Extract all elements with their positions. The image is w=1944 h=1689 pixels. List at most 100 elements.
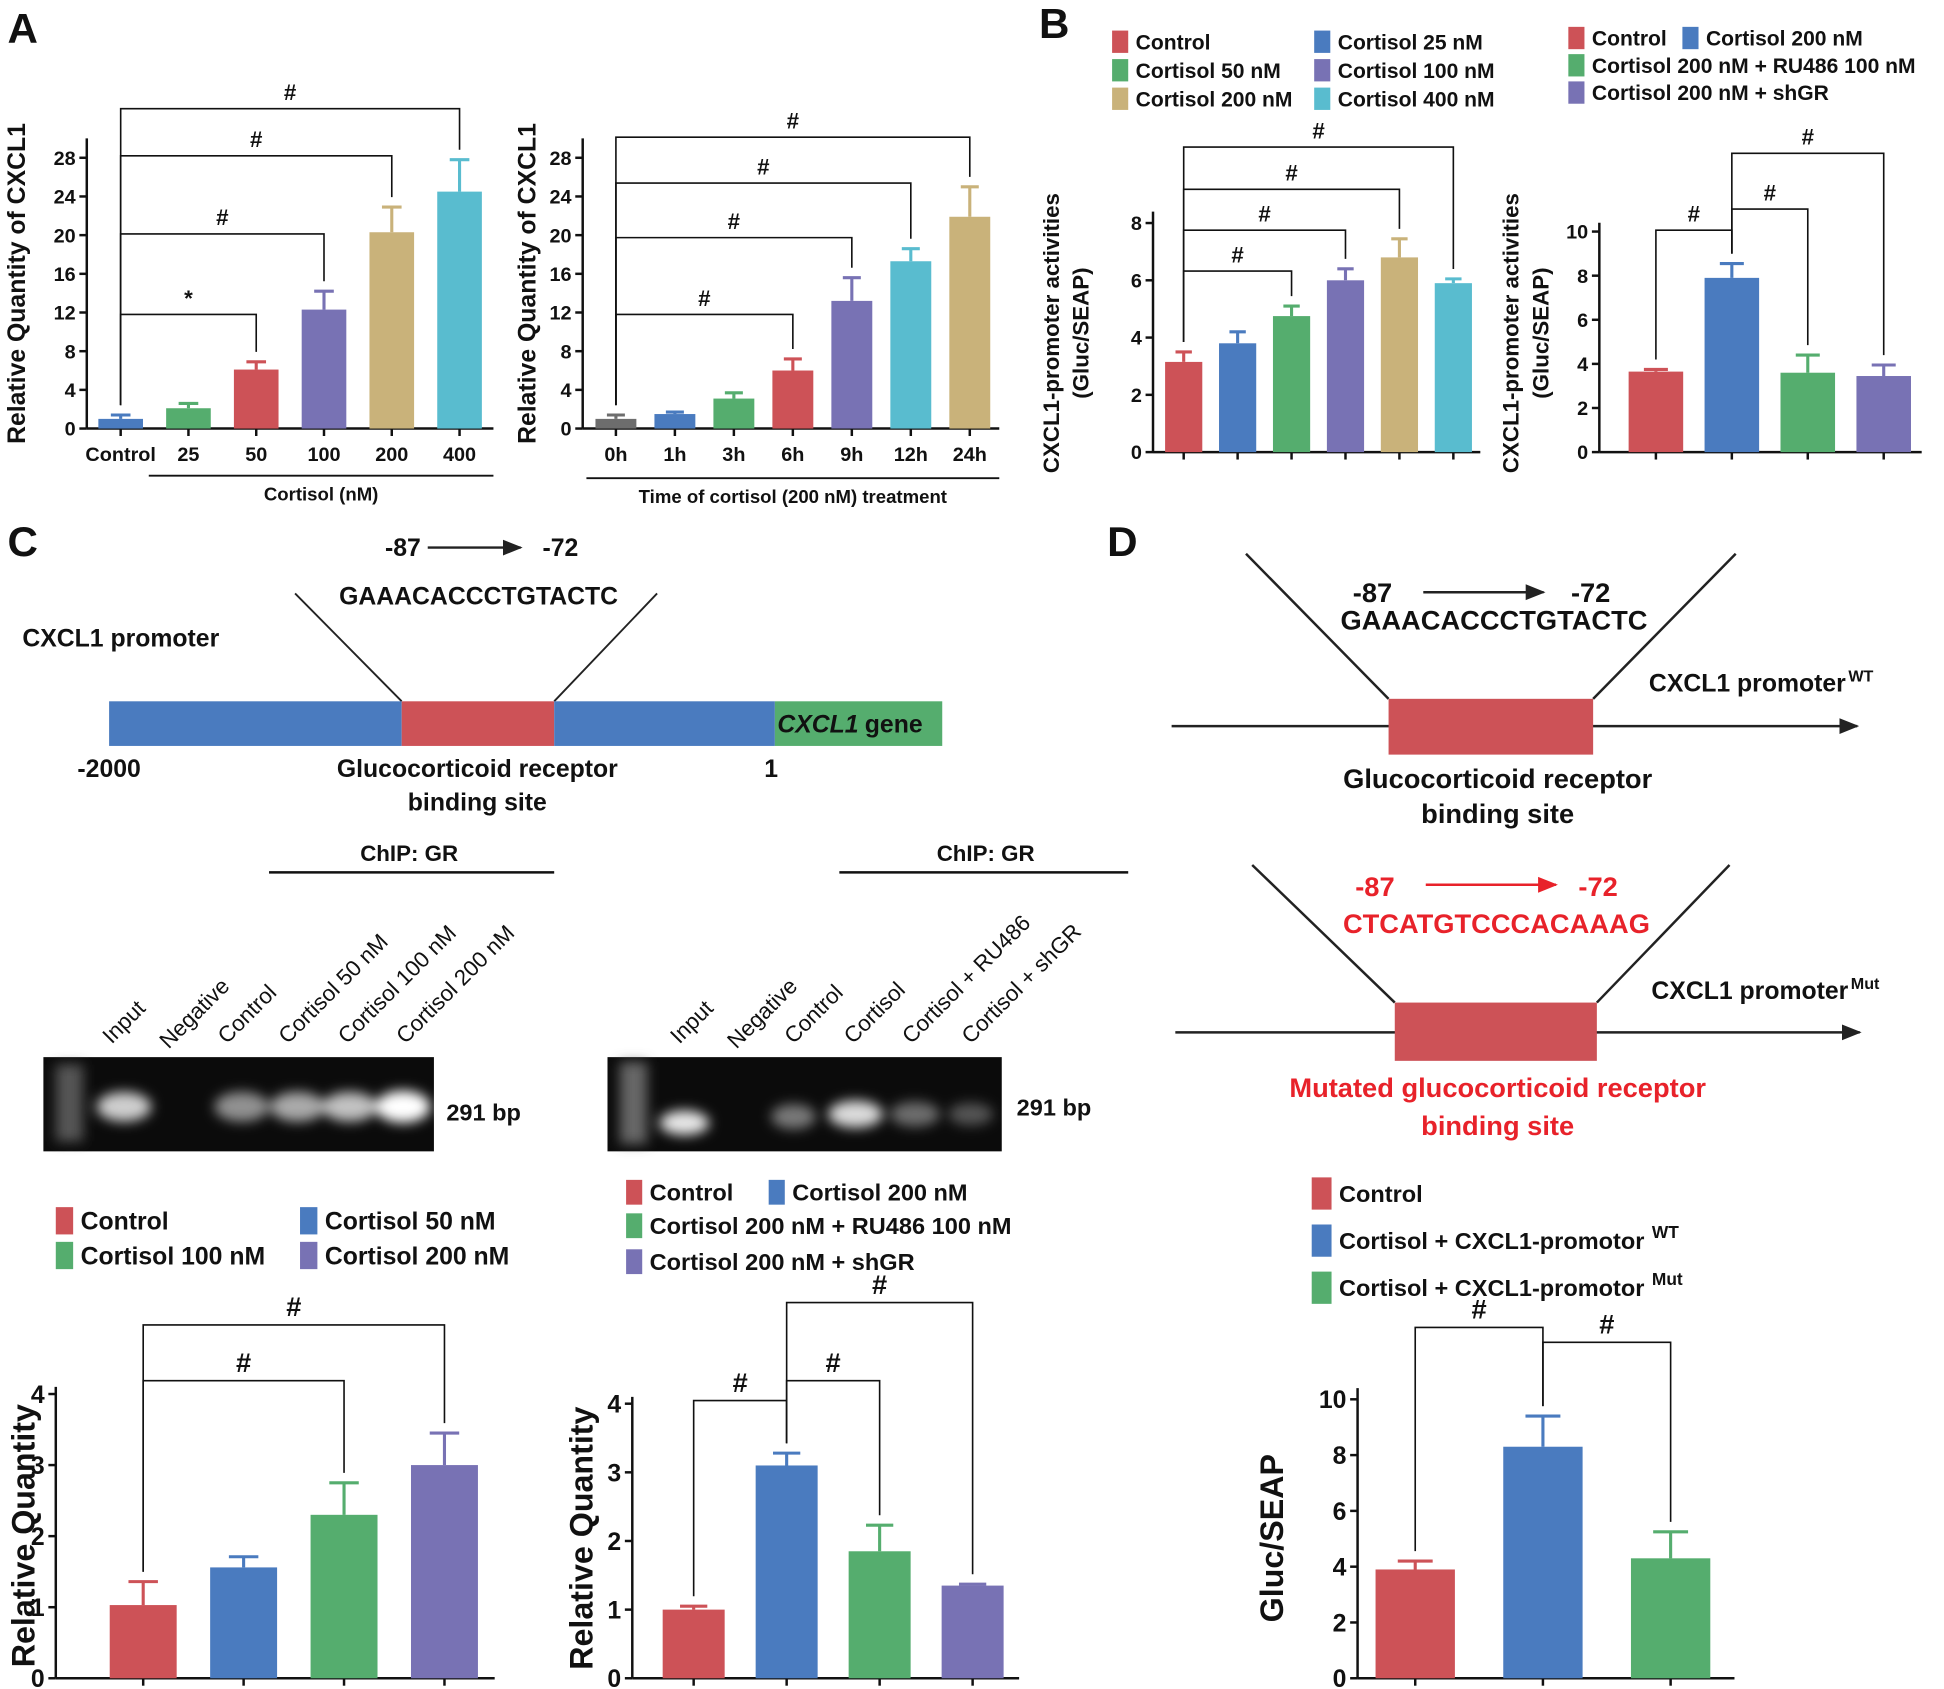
position: -72 [542,535,578,562]
bar [301,309,347,429]
bar [831,300,873,429]
promoter-label: CXCL1 promoter Mut [1651,975,1880,1005]
x-tick-label: 24h [953,444,987,466]
legend-label: Cortisol 200 nM + RU486 100 nM [1592,55,1916,78]
chart: 0 1 2 3 4 Relative Quantity # # # Control Cortisol… [564,1179,1020,1689]
legend-label: Cortisol 100 nM [81,1243,266,1270]
error-bar [1871,363,1896,377]
legend-swatch [300,1241,318,1270]
gene-region [774,701,943,746]
bar [1375,1569,1455,1679]
bar [109,1605,177,1679]
legend-label: Cortisol + CXCL1-promotor Mut [1339,1269,1683,1301]
x-tick-label: Control [85,444,155,466]
site-label: binding site [408,789,547,816]
error-bar [1795,353,1820,373]
band-size: 291 bp [446,1099,521,1125]
legend-swatch [55,1207,74,1235]
diagram-d: -87 -72 GAAACACCCTGTACTC CXCL1 promoter W… [1171,552,1880,1141]
gene-word: gene [865,711,923,738]
y-tick-label: 2 [31,1524,45,1551]
legend-swatch [1314,59,1331,82]
legend-label: Control [81,1209,169,1236]
legend-swatch [1682,26,1699,50]
zoom-line [553,592,658,702]
panel-label: C [7,518,37,565]
binding-site [1388,698,1594,755]
bar [98,418,143,429]
lane-label: Input [665,995,718,1048]
y-tick-label: 28 [54,148,76,170]
bar [755,1465,818,1679]
y-tick-label: 16 [54,264,76,286]
x-tick-label: 400 [443,444,476,466]
y-axis-title: Gluc/SEAP [1254,1454,1290,1622]
bar [233,369,279,429]
y-tick-label: 6 [1131,270,1142,292]
gel-right: ChIP: GR Input Negative Control Cortisol… [607,841,1129,1152]
error-bar [228,1555,259,1568]
legend-label: Cortisol + CXCL1-promotor WT [1339,1222,1679,1254]
lane-label: Cortisol [839,977,910,1048]
y-tick-label: 24 [549,187,571,209]
error-bar [1643,367,1668,372]
y-tick-label: 24 [54,187,76,209]
legend-swatch [1311,1271,1332,1304]
y-axis-title: Relative Quantity of CXCL1 [515,123,542,444]
bar [1628,371,1684,453]
y-tick-label: 8 [65,341,76,363]
legend-name: Cortisol 100 nM [1338,60,1495,83]
y-tick-label: 6 [1577,310,1588,332]
error-bar [865,1523,894,1552]
bar [772,370,814,429]
y-tick-label: 8 [1333,1443,1347,1470]
legend-name: Control [650,1180,734,1206]
significance-bracket [1182,229,1347,342]
y-axis-title: (Gluc/SEAP) [1069,267,1094,398]
legend-swatch [626,1179,643,1205]
x-axis-title: Cortisol (nM) [264,483,379,504]
superscript: Mut [1851,975,1880,993]
significance-bracket [785,1301,974,1575]
x-tick-label: 0h [604,444,627,466]
y-tick-label: 4 [31,1382,45,1409]
error-bar [1719,261,1744,278]
x-tick-label: 6h [781,444,804,466]
legend-name: Cortisol + CXCL1-promotor [1339,1275,1644,1301]
legend-label: Control [1136,31,1211,54]
y-tick-label: 2 [1333,1610,1347,1637]
legend-swatch [1112,30,1129,53]
legend-name: Cortisol 200 nM [1706,28,1863,51]
legend-swatch [768,1179,785,1205]
sequence: GAAACACCCTGTACTC [339,584,618,611]
legend-name: Cortisol + CXCL1-promotor [1339,1228,1644,1254]
lane-label: Input [97,995,150,1048]
promoter-name: CXCL1 promoter [1651,978,1848,1005]
panel-label: A [7,5,37,52]
y-axis-title: CXCL1-promoter activities [1499,193,1524,473]
error-bar [773,1451,801,1466]
significance-bracket [119,233,325,406]
y-tick-label: 0 [1333,1666,1347,1689]
error-bar [178,401,199,409]
legend-name: Cortisol 200 nM + shGR [650,1249,915,1275]
y-axis-title: Relative Quantity of CXCL1 [4,123,31,444]
error-bar [329,1481,359,1515]
y-tick-label: 2 [1577,398,1588,420]
gene-label: CXCL1 gene [777,711,922,738]
legend-label: Cortisol 100 nM [1338,60,1495,83]
error-bar [314,289,334,310]
significance-label: # [1802,125,1815,150]
y-tick-label: 8 [561,341,572,363]
y-tick-label: 3 [31,1453,45,1480]
error-bar [960,185,979,217]
error-bar [1653,1530,1689,1559]
position: -72 [1571,577,1610,608]
y-tick-label: 1 [607,1598,621,1625]
legend-superscript: WT [1652,1222,1679,1242]
error-bar [901,247,920,262]
legend-swatch [1568,26,1585,50]
bar [369,232,415,429]
bar [410,1465,478,1679]
